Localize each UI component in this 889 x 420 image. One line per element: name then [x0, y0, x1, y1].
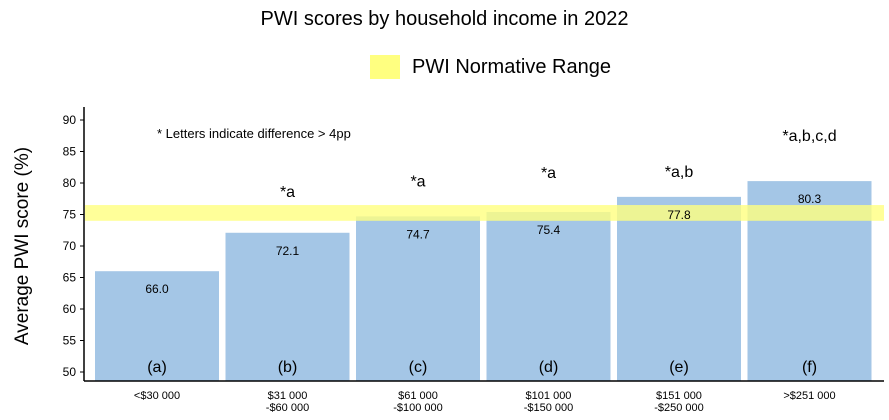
bar — [356, 216, 480, 381]
x-tick-label: $101 000 — [526, 390, 572, 402]
significance-label: *a,b,c,d — [782, 128, 836, 145]
x-tick-label: -$60 000 — [266, 402, 309, 414]
legend-label: PWI Normative Range — [412, 55, 611, 78]
bar — [617, 196, 741, 381]
group-letter: (f) — [802, 359, 817, 376]
significance-label: *a,b — [665, 164, 694, 181]
y-tick-label: 70 — [63, 239, 77, 253]
y-tick-label: 65 — [63, 271, 77, 285]
x-tick-label: >$251 000 — [783, 390, 835, 402]
bar — [225, 232, 350, 381]
group-letter: (b) — [278, 359, 298, 376]
significance-label: *a — [280, 184, 295, 201]
legend-swatch — [370, 55, 400, 79]
x-tick-label: $31 000 — [268, 390, 308, 402]
bar-labels: 66.0 (a) 72.1 (b) *a 74.7 (c) *a 75.4 (d) *a 77.8 (e… — [145, 128, 836, 376]
x-tick-label: -$100 000 — [393, 402, 443, 414]
bar — [486, 211, 611, 381]
y-tick-label: 85 — [63, 145, 77, 159]
data-label: 74.7 — [406, 227, 430, 241]
significance-label: *a — [541, 165, 556, 182]
y-axis-label: Average PWI score (%) — [12, 147, 33, 345]
annotation: * Letters indicate difference > 4pp — [157, 126, 351, 141]
y-tick-label: 75 — [63, 208, 77, 222]
group-letter: (a) — [147, 359, 167, 376]
x-tick-label: <$30 000 — [134, 390, 180, 402]
data-label: 75.4 — [537, 223, 561, 237]
data-label: 72.1 — [276, 244, 300, 258]
y-tick-label: 55 — [63, 334, 77, 348]
data-label: 77.8 — [667, 208, 691, 222]
chart-title: PWI scores by household income in 2022 — [260, 8, 629, 30]
y-tick-label: 60 — [63, 302, 77, 316]
bar — [95, 271, 219, 381]
y-tick-label: 80 — [63, 176, 77, 190]
group-letter: (e) — [669, 359, 689, 376]
group-letter: (d) — [539, 359, 559, 376]
x-tick-label: $61 000 — [398, 390, 438, 402]
data-label: 80.3 — [798, 192, 822, 206]
x-tick-label: -$250 000 — [654, 402, 704, 414]
group-letter: (c) — [409, 359, 428, 376]
legend: PWI Normative Range — [370, 54, 611, 80]
significance-label: *a — [410, 173, 425, 190]
y-tick-label: 90 — [63, 113, 77, 127]
x-tick-label: $151 000 — [656, 390, 702, 402]
normative-range-band — [85, 205, 884, 221]
y-tick-label: 50 — [63, 365, 77, 379]
data-label: 66.0 — [145, 282, 169, 296]
x-tick-label: -$150 000 — [524, 402, 574, 414]
